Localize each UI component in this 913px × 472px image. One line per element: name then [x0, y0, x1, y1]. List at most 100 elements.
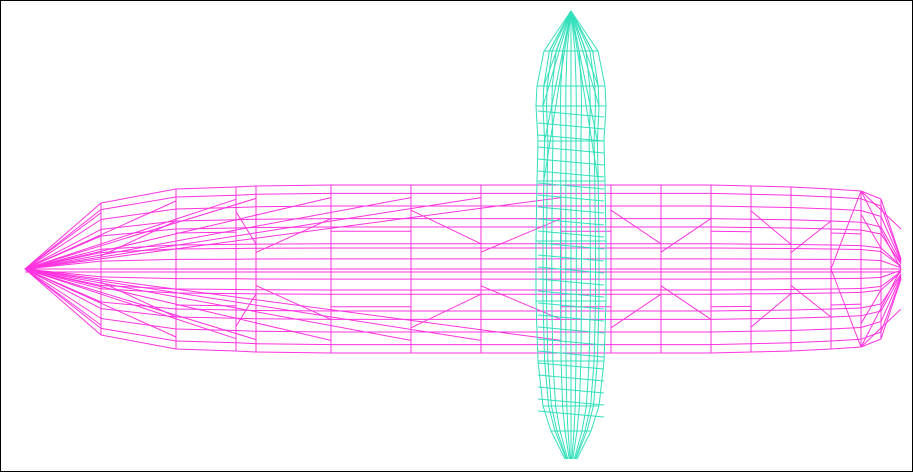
mast-stringer: [590, 405, 600, 432]
hull-nose-fan: [24, 268, 177, 338]
hull-stringer: [880, 277, 902, 333]
hull-stringer: [860, 286, 882, 289]
hull-stringer: [830, 327, 862, 330]
hull-nose-fan: [24, 268, 482, 341]
mast-stringer: [535, 300, 539, 362]
mast-stringer: [548, 405, 556, 432]
hull-stringer: [830, 196, 862, 200]
hull-stern: [830, 268, 862, 348]
mast-stringer: [576, 405, 580, 432]
hull-brace: [480, 218, 562, 253]
hull-nose-fan: [24, 268, 562, 341]
hull-stringer: [880, 226, 902, 264]
hull-stringer: [24, 219, 102, 270]
hull-nose-fan: [24, 268, 237, 340]
mast-stringer: [603, 105, 607, 142]
hull-nose-fan: [24, 197, 257, 270]
mast-tip-fan: [544, 10, 572, 142]
hull-stringer: [100, 208, 177, 220]
mast-stringer: [546, 300, 549, 362]
mast-stringer: [566, 405, 569, 432]
hull-brace: [610, 293, 662, 329]
hull-stringer: [790, 308, 832, 311]
mast-stringer: [593, 140, 596, 182]
mast-stringer: [586, 405, 594, 432]
hull-stringer: [880, 271, 902, 287]
mast-stringer: [559, 430, 569, 460]
mast-stringer: [572, 430, 578, 460]
mast-stringer: [543, 10, 572, 52]
hull-stringer: [860, 221, 882, 228]
mast-stringer: [535, 180, 538, 242]
hull-nose-fan: [24, 268, 257, 341]
hull-stringer: [830, 315, 862, 318]
hull-stringer: [790, 328, 832, 331]
hull-stringer: [24, 202, 102, 270]
hull-stringer: [750, 193, 792, 196]
hull-stringer: [100, 318, 177, 330]
hull-stringer: [100, 188, 177, 204]
mast-stringer: [597, 180, 600, 242]
hull-stringer: [710, 218, 752, 220]
hull-stringer: [790, 227, 832, 230]
hull-stringer: [235, 218, 257, 221]
horizontal-hull-wireframe: [24, 184, 902, 354]
mast-stringer: [574, 430, 586, 460]
mast-stringer: [589, 85, 591, 107]
mast-tip-fan: [543, 10, 572, 182]
mast-stringer: [550, 430, 566, 460]
hull-stringer: [880, 205, 902, 261]
hull-stringer: [860, 321, 882, 328]
mast-stringer: [546, 85, 548, 107]
hull-brace: [750, 210, 792, 245]
mast-stringer: [581, 405, 587, 432]
hull-stringer: [860, 198, 882, 207]
hull-stringer: [860, 259, 882, 262]
mast-stringer: [594, 85, 596, 107]
hull-stringer: [880, 274, 902, 312]
hull-brace: [860, 214, 882, 249]
hull-stringer: [255, 343, 332, 346]
hull-stringer: [880, 269, 902, 278]
hull-stringer: [175, 316, 237, 319]
hull-nose-fan: [24, 197, 562, 270]
hull-stringer: [100, 334, 177, 350]
hull-stringer: [860, 245, 882, 249]
hull-brace: [255, 218, 332, 253]
mast-stringer: [593, 300, 596, 362]
hull-stringer: [100, 276, 177, 280]
hull-stringer: [860, 331, 882, 340]
hull-stringer: [710, 330, 752, 333]
mast-stringer: [574, 360, 577, 407]
hull-brace: [790, 285, 832, 318]
hull-stringer: [790, 243, 832, 246]
mast-stringer: [560, 360, 564, 407]
hull-stringer: [750, 317, 792, 320]
hull-stringer: [830, 248, 862, 250]
hull-nose-fan: [24, 268, 412, 341]
mast-stringer: [567, 430, 571, 460]
hull-stringer: [235, 342, 257, 345]
hull-stringer: [790, 288, 832, 290]
hull-stringer: [790, 219, 832, 222]
vertical-hull-wireframe: [535, 10, 607, 460]
hull-nose-fan: [24, 212, 102, 270]
hull-stringer: [860, 338, 882, 348]
hull-stringer: [235, 330, 257, 332]
hull-stringer: [175, 348, 237, 352]
hull-brace: [710, 230, 752, 233]
hull-stringer: [235, 206, 257, 208]
hull-stringer: [175, 219, 237, 222]
mast-stringer: [603, 300, 607, 362]
mast-stringer: [551, 300, 554, 362]
hull-stringer: [24, 268, 102, 310]
hull-nose-fan: [24, 197, 482, 270]
hull-stringer: [830, 208, 862, 211]
mast-stringer: [584, 405, 592, 432]
mast-stringer: [592, 50, 599, 87]
hull-stringer: [235, 185, 257, 188]
mast-stringer: [575, 430, 588, 460]
hull-nose-fan: [24, 200, 177, 270]
